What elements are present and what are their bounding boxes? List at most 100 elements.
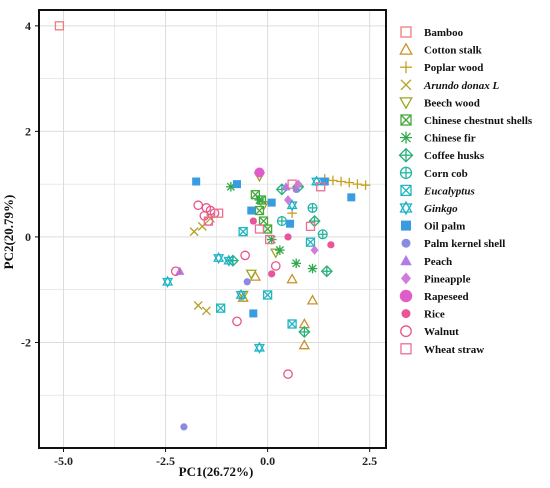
legend-marker-ginkgo [399, 200, 413, 216]
legend-label-rapeseed: Rapeseed [424, 291, 469, 303]
data-point-rice [284, 233, 292, 241]
x-axis: -5.0 -2.5 0.0 2.5 [54, 448, 377, 468]
data-point-oil-palm [247, 206, 256, 215]
x-tick-label: -5.0 [54, 454, 73, 468]
data-point-coffee-husks [298, 325, 311, 339]
legend-marker-cotton-stalk [399, 42, 413, 55]
legend-label-corn-cob: Corn cob [424, 168, 468, 180]
data-point-rapeseed [254, 167, 265, 178]
data-point-oil-palm [267, 198, 276, 207]
data-point-chinese-fir [291, 258, 301, 269]
y-tick-label: -2 [21, 335, 31, 349]
legend-marker-chinese-fir [400, 131, 412, 144]
legend-label-cotton-stalk: Cotton stalk [424, 45, 483, 57]
data-point-palm-kernel-shell [243, 278, 251, 286]
data-point-cotton-stalk [298, 339, 311, 350]
data-point-rice [327, 241, 335, 249]
data-point-poplar-wood [360, 180, 371, 190]
data-point-corn-cob [276, 216, 287, 227]
data-point-eucalyptus [238, 226, 248, 237]
data-point-rice [249, 217, 257, 225]
data-point-pineapple [294, 179, 303, 189]
legend-marker-peach [400, 255, 412, 266]
legend-label-oil-palm: Oil palm [424, 221, 465, 233]
legend-label-arundo-donax-l: Arundo donax L [423, 80, 499, 92]
legend-label-pineapple: Pineapple [424, 273, 471, 285]
data-point-wheat-straw [254, 224, 265, 234]
legend-marker-eucalyptus [400, 184, 412, 197]
data-point-ginkgo [223, 254, 235, 267]
y-axis-title: PC2(20.79%) [1, 195, 16, 270]
data-point-arundo-donax-l [189, 227, 199, 237]
legend-marker-rapeseed [399, 289, 413, 303]
legend-label-beech-wood: Beech wood [424, 97, 480, 109]
legend-label-chinese-fir: Chinese fir [424, 133, 476, 145]
y-axis: -2 0 2 4 [21, 19, 39, 349]
data-point-eucalyptus [216, 303, 226, 313]
legend-label-eucalyptus: Eucalyptus [423, 185, 475, 197]
data-point-oil-palm [232, 180, 241, 189]
data-point-ginkgo [286, 199, 298, 212]
legend-marker-walnut [400, 325, 412, 338]
legend-marker-oil-palm [401, 220, 411, 231]
data-point-walnut [240, 250, 251, 261]
data-point-chinese-fir [254, 195, 265, 205]
data-point-beech-wood [270, 248, 282, 259]
data-points [54, 21, 371, 431]
legend-marker-chinese-chestnut-shells [400, 114, 412, 126]
data-point-walnut [170, 266, 181, 277]
data-point-oil-palm [192, 177, 201, 186]
legend: Bamboo Cotton stalk Poplar wood Arundo dona… [398, 26, 533, 356]
data-point-eucalyptus [262, 290, 273, 300]
grid-lines [39, 10, 386, 448]
data-point-wheat-straw [265, 234, 275, 245]
data-point-pineapple [310, 245, 319, 255]
data-point-ginkgo [235, 288, 247, 302]
data-point-oil-palm [286, 219, 295, 228]
data-point-arundo-donax-l [193, 301, 203, 310]
data-point-chinese-fir [275, 245, 285, 255]
legend-marker-wheat-straw [400, 343, 412, 355]
data-point-wheat-straw [203, 216, 214, 226]
data-point-bamboo [54, 21, 65, 31]
data-point-oil-palm [347, 193, 356, 202]
legend-label-palm-kernel-shell: Palm kernel shell [424, 238, 505, 250]
data-point-arundo-donax-l [201, 306, 211, 316]
plot-frame [38, 9, 387, 449]
data-point-walnut [232, 316, 242, 327]
legend-label-coffee-husks: Coffee husks [424, 150, 485, 162]
data-point-wheat-straw [287, 179, 297, 189]
legend-label-bamboo: Bamboo [424, 27, 464, 39]
data-point-eucalyptus [305, 237, 316, 247]
data-point-corn-cob [307, 202, 318, 213]
data-point-eucalyptus [287, 319, 297, 329]
data-point-cotton-stalk [306, 294, 319, 305]
legend-marker-arundo-donax-l [400, 79, 412, 91]
legend-label-walnut: Walnut [424, 326, 459, 338]
data-point-wheat-straw [213, 208, 224, 218]
data-point-wheat-straw [305, 221, 316, 232]
legend-label-wheat-straw: Wheat straw [424, 344, 484, 356]
data-point-chinese-fir [307, 263, 318, 274]
legend-marker-corn-cob [399, 166, 413, 179]
data-point-poplar-wood [344, 177, 355, 188]
data-point-walnut [283, 369, 293, 379]
data-point-coffee-husks [320, 265, 333, 278]
legend-marker-poplar-wood [400, 61, 412, 74]
legend-marker-rice [401, 309, 411, 319]
legend-label-ginkgo: Ginkgo [424, 203, 458, 215]
legend-marker-bamboo [400, 26, 412, 38]
x-tick-label: -2.5 [156, 454, 175, 468]
x-tick-label: 0.0 [260, 454, 275, 468]
legend-marker-palm-kernel-shell [401, 238, 411, 248]
data-point-rice [268, 270, 276, 278]
legend-marker-coffee-husks [398, 147, 414, 163]
x-tick-label: 2.5 [362, 454, 377, 468]
legend-label-peach: Peach [424, 256, 452, 268]
data-point-walnut [270, 261, 281, 271]
legend-marker-pineapple [401, 272, 411, 285]
data-point-poplar-wood [336, 176, 346, 187]
data-point-oil-palm [320, 177, 329, 186]
